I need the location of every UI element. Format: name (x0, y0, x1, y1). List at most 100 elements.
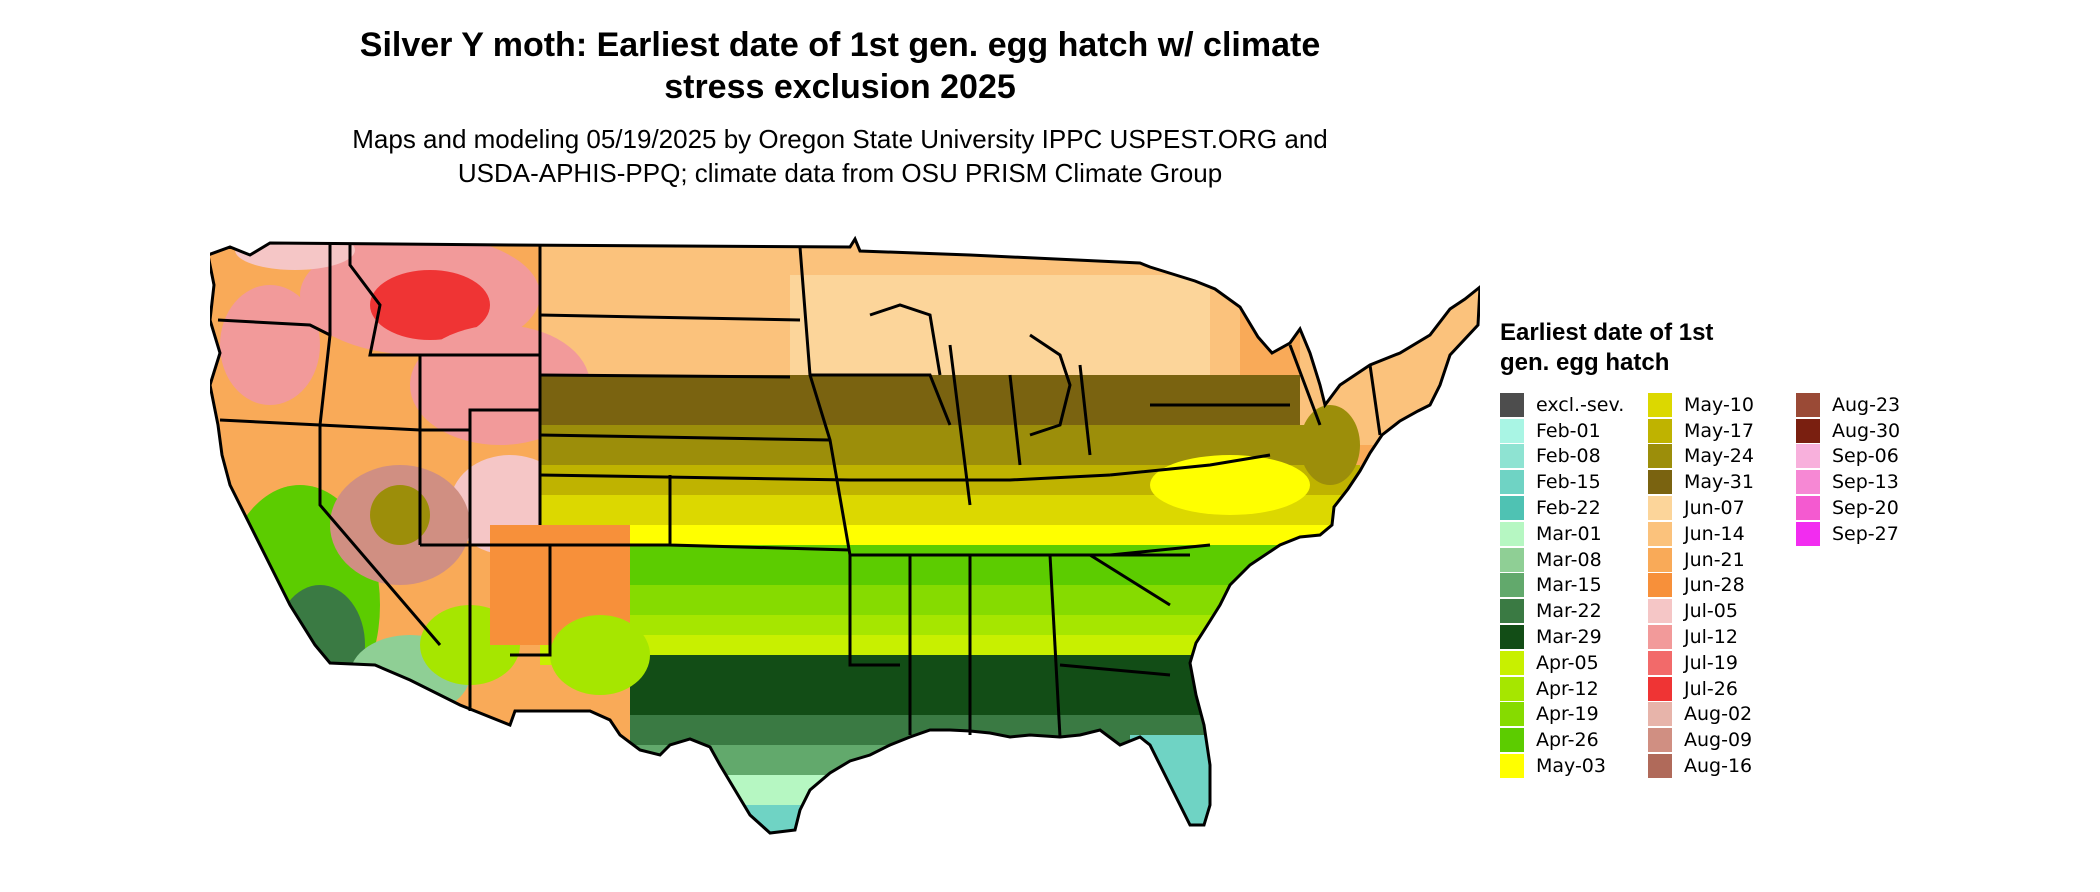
legend-label: Apr-19 (1536, 703, 1599, 726)
title-line-2: stress exclusion 2025 (664, 68, 1016, 106)
legend-swatch (1648, 392, 1672, 417)
legend-label: Jun-07 (1684, 497, 1745, 520)
legend-swatch (1500, 547, 1524, 572)
legend-item: Sep-13 (1796, 469, 1944, 495)
legend-label: Aug-16 (1684, 755, 1753, 778)
border-va-wv (1109, 453, 1271, 477)
border-michigan (1029, 333, 1072, 437)
border-ny-vt (1288, 344, 1322, 426)
border-ne-ks (539, 433, 831, 442)
legend-label: May-31 (1684, 471, 1754, 494)
title-line-1: Silver Y moth: Earliest date of 1st gen.… (359, 26, 1321, 64)
legend-item: Apr-19 (1500, 702, 1648, 728)
border-nh-me (1368, 364, 1382, 436)
legend-label: Mar-08 (1536, 548, 1602, 571)
legend-label: excl.-sev. (1536, 393, 1625, 416)
border-ga-sc (1089, 553, 1171, 607)
legend-item: May-24 (1648, 444, 1796, 470)
legend-item: Jun-21 (1648, 547, 1796, 573)
legend-item: Feb-22 (1500, 495, 1648, 521)
legend-column: Aug-23 Aug-30 Sep-06 Sep-13 Sep-20 Sep-27 (1796, 392, 1944, 779)
legend-swatch (1500, 599, 1524, 624)
legend-swatch (1648, 599, 1672, 624)
legend-swatch (1500, 728, 1524, 753)
legend-swatch (1648, 650, 1672, 675)
legend-label: Feb-15 (1536, 471, 1601, 494)
legend-label: Aug-09 (1684, 729, 1753, 752)
us-map (210, 225, 1480, 890)
subtitle-line-2: USDA-APHIS-PPQ; climate data from OSU PR… (457, 158, 1223, 188)
zone-mar29 (630, 655, 1230, 725)
us-outline (210, 235, 1480, 835)
border-in-oh (1008, 374, 1022, 466)
legend-label: Aug-23 (1832, 393, 1901, 416)
border-wa-or (217, 318, 331, 337)
legend-label: Apr-05 (1536, 651, 1599, 674)
legend-title: Earliest date of 1st gen. egg hatch (1500, 319, 1714, 376)
legend-swatch (1796, 496, 1820, 521)
legend-label: Jul-26 (1684, 677, 1738, 700)
zone-west-texas (550, 615, 650, 695)
legend-swatch (1796, 418, 1820, 443)
border-oh-pa (1078, 364, 1092, 456)
legend-item: Sep-20 (1796, 495, 1944, 521)
legend-swatch (1796, 444, 1820, 469)
border-ks-ok (539, 473, 851, 482)
legend-label: Sep-06 (1832, 445, 1899, 468)
border-nm-tx (510, 545, 552, 657)
legend-item: Apr-05 (1500, 650, 1648, 676)
legend-swatch (1648, 521, 1672, 546)
legend-swatch (1648, 702, 1672, 727)
legend-item: Sep-27 (1796, 521, 1944, 547)
legend-item: Feb-01 (1500, 418, 1648, 444)
legend-item: Jun-28 (1648, 573, 1796, 599)
legend-item: Mar-01 (1500, 521, 1648, 547)
map-title: Silver Y moth: Earliest date of 1st gen.… (240, 24, 1440, 108)
legend-swatch (1500, 392, 1524, 417)
legend-swatch (1648, 547, 1672, 572)
legend-item: Jul-26 (1648, 676, 1796, 702)
legend-label: Apr-26 (1536, 729, 1599, 752)
legend-label: May-24 (1684, 445, 1754, 468)
border-ar-la (848, 555, 900, 667)
legend-swatch (1648, 444, 1672, 469)
border-ia-mo (810, 373, 952, 426)
legend-label: Jun-28 (1684, 574, 1745, 597)
subtitle-line-1: Maps and modeling 05/19/2025 by Oregon S… (352, 124, 1328, 154)
legend-label: Jul-19 (1684, 651, 1738, 674)
legend-swatch (1500, 650, 1524, 675)
legend-item: Aug-09 (1648, 727, 1796, 753)
legend-label: Feb-22 (1536, 497, 1601, 520)
legend-label: May-10 (1684, 393, 1754, 416)
legend-label: Mar-01 (1536, 522, 1602, 545)
border-nc-va (1109, 543, 1211, 557)
legend-label: Aug-30 (1832, 419, 1901, 442)
border-id-mt (348, 243, 420, 357)
legend-label: Sep-20 (1832, 497, 1899, 520)
zone-cascades (220, 285, 320, 405)
legend-label: May-17 (1684, 419, 1754, 442)
legend-swatch (1796, 392, 1820, 417)
legend-swatch (1500, 418, 1524, 443)
color-zones (210, 239, 1480, 833)
legend-column: May-10 May-17 May-24 May-31 Jun-07 Jun-14 Jun-… (1648, 392, 1796, 779)
legend-label: Jul-12 (1684, 626, 1738, 649)
state-borders (210, 235, 1480, 835)
legend-item: Apr-26 (1500, 727, 1648, 753)
legend-swatch (1500, 573, 1524, 598)
legend-column: excl.-sev. Feb-01 Feb-08 Feb-15 Feb-22 Mar-01… (1500, 392, 1648, 779)
legend-item: excl.-sev. (1500, 392, 1648, 418)
legend-label: Sep-13 (1832, 471, 1899, 494)
legend-label: Mar-15 (1536, 574, 1602, 597)
zone-rockies-red (370, 270, 490, 340)
zone-nevada-olive (370, 485, 430, 545)
legend-label: May-03 (1536, 755, 1606, 778)
legend-swatch (1500, 625, 1524, 650)
legend-item: May-31 (1648, 469, 1796, 495)
legend-item: Mar-29 (1500, 624, 1648, 650)
legend-swatch (1648, 728, 1672, 753)
border-nd-sd (539, 313, 801, 322)
border-mo-ky (850, 473, 1111, 482)
legend-label: Mar-22 (1536, 600, 1602, 623)
border-plains-east (798, 246, 852, 556)
